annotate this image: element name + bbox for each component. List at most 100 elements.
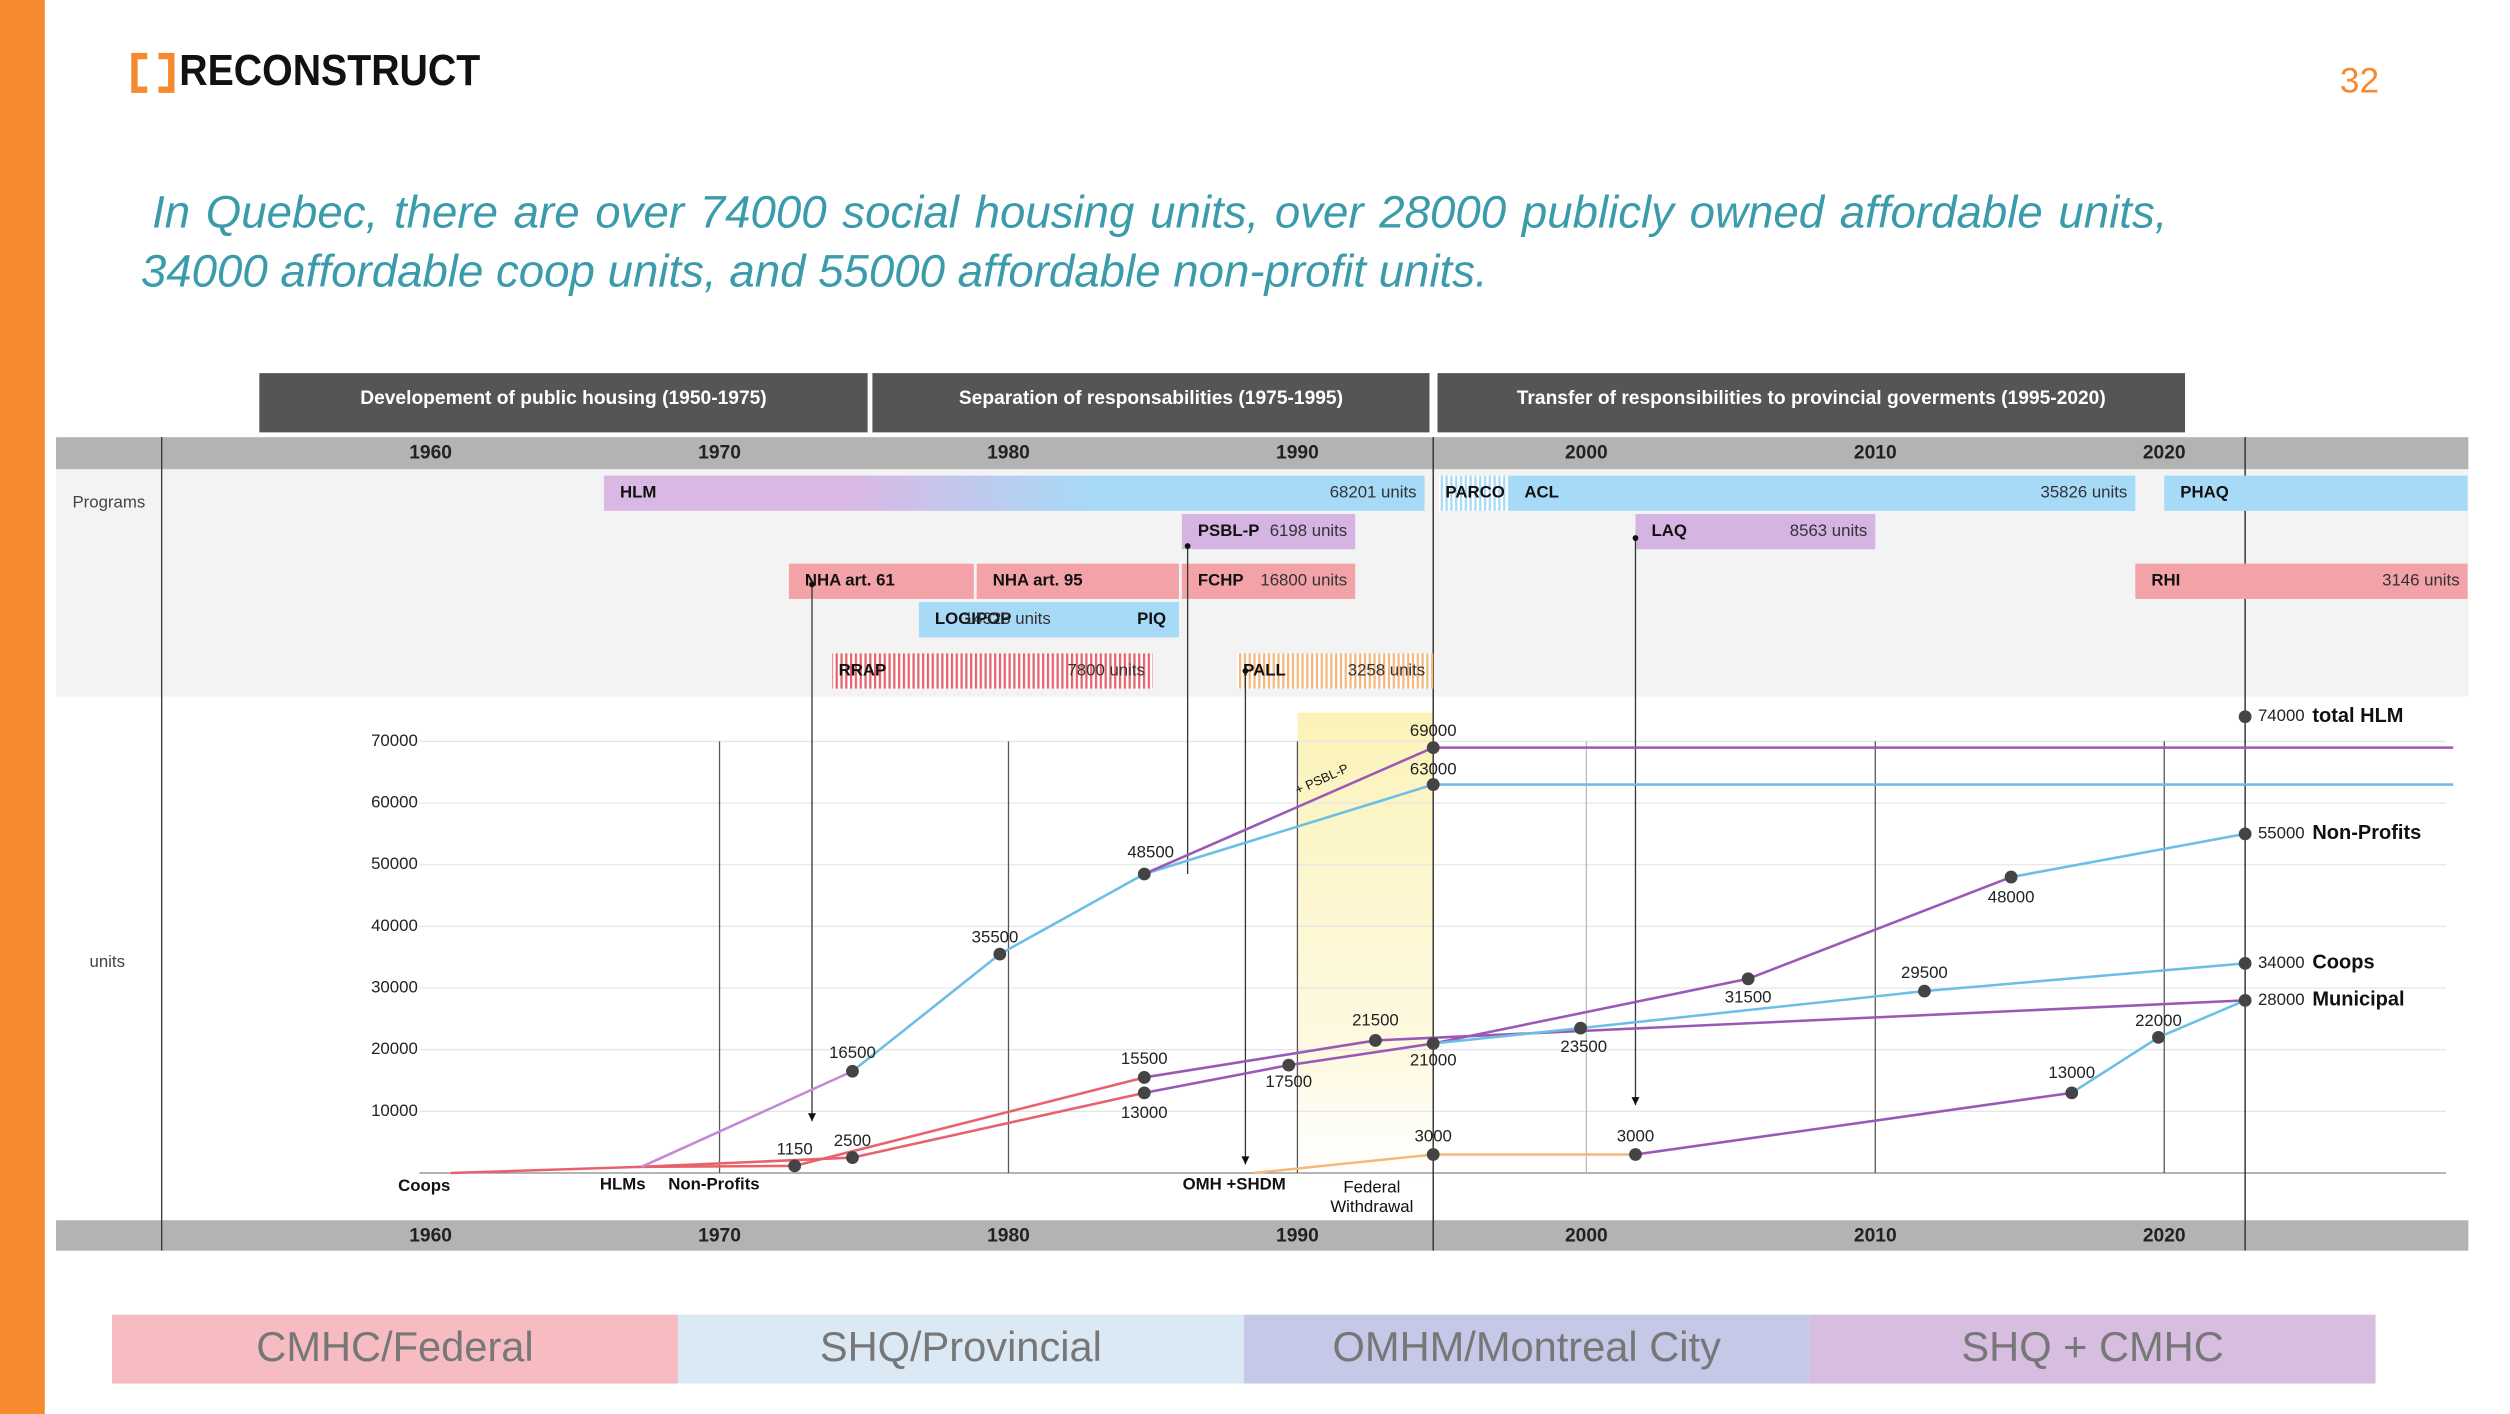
program-name: NHA art. 61 — [805, 571, 895, 590]
data-point — [1426, 778, 1440, 791]
data-point — [1741, 972, 1755, 986]
data-label: 13000 — [2048, 1063, 2095, 1082]
guide-arrow — [1631, 1097, 1640, 1106]
row-label: Programs — [72, 492, 145, 511]
series-line — [450, 1076, 1145, 1175]
x-tick-label-top: 1970 — [698, 442, 741, 463]
data-label: 63000 — [1410, 760, 1457, 779]
x-tick-label-bottom: 2000 — [1565, 1225, 1608, 1246]
program-bar — [1635, 514, 1876, 550]
data-point — [1426, 1148, 1440, 1161]
guide-dot — [1184, 543, 1191, 549]
program-bar — [2135, 563, 2468, 599]
data-point — [1574, 1021, 1587, 1035]
y-tick-label: 20000 — [371, 1039, 418, 1058]
data-point — [1137, 867, 1151, 881]
x-tick-label-top: 2010 — [1854, 442, 1897, 463]
legend-box — [112, 1314, 678, 1384]
axis-band-top — [56, 437, 2469, 470]
program-name: ACL — [1524, 483, 1559, 502]
program-bar — [2164, 475, 2468, 511]
program-name: PARCO — [1445, 483, 1504, 502]
data-label: 48000 — [1988, 887, 2035, 906]
legend-label: OMHM/Montreal City — [1333, 1323, 1722, 1370]
program-units: 35826 units — [2040, 483, 2127, 502]
data-point — [846, 1064, 859, 1078]
era-title: Separation of responsabilities (1975-199… — [959, 388, 1343, 409]
data-label: 55000 — [2258, 823, 2305, 842]
series-name: Non-Profits — [2312, 822, 2421, 844]
data-label: 21000 — [1410, 1051, 1457, 1070]
guide-dot — [1632, 535, 1639, 541]
data-label: 29500 — [1901, 963, 1948, 982]
annotation: Coops — [398, 1176, 450, 1195]
y-tick-label: 40000 — [371, 916, 418, 935]
program-bar — [832, 653, 1153, 689]
data-label: 17500 — [1265, 1072, 1312, 1091]
y-tick-label: 10000 — [371, 1101, 418, 1120]
data-point — [1369, 1034, 1382, 1047]
x-tick-label-top: 2000 — [1565, 442, 1608, 463]
program-units: 3258 units — [1348, 660, 1426, 679]
data-point — [2238, 827, 2252, 841]
program-units: 16800 units — [1260, 571, 1347, 590]
guide-dot — [809, 581, 815, 588]
guide-arrow — [1241, 1156, 1250, 1165]
x-tick-label-top: 2020 — [2143, 442, 2186, 463]
legend-box — [677, 1314, 1244, 1384]
annotation: Federal — [1343, 1178, 1400, 1197]
guide-arrow — [808, 1113, 817, 1122]
program-bar — [1181, 563, 1356, 599]
data-label: 15500 — [1121, 1049, 1168, 1068]
data-label: 13000 — [1121, 1103, 1168, 1122]
data-label: 69000 — [1410, 721, 1457, 740]
program-bar — [603, 475, 1425, 511]
x-tick-label-top: 1960 — [409, 442, 452, 463]
data-label: 34000 — [2258, 953, 2305, 972]
data-point — [2238, 956, 2252, 970]
data-point — [1137, 1086, 1151, 1100]
series-name: Coops — [2312, 952, 2374, 974]
data-point — [2152, 1030, 2165, 1044]
program-bar — [976, 563, 1179, 599]
page-number: 32 — [2340, 62, 2379, 101]
series-line — [641, 1070, 853, 1168]
program-name: LOGIPOP — [935, 609, 1012, 628]
row-label: units — [90, 952, 125, 971]
program-name: PIQ — [1137, 609, 1166, 628]
program-units: 7800 units — [1067, 660, 1145, 679]
data-label: 3000 — [1415, 1126, 1452, 1145]
program-name: NHA art. 95 — [993, 571, 1083, 590]
data-point — [1918, 984, 1931, 998]
data-point — [993, 947, 1007, 961]
program-name: PHAQ — [2180, 483, 2229, 502]
legend-box — [1243, 1314, 1810, 1384]
data-point — [2065, 1086, 2079, 1100]
data-label: 28000 — [2258, 990, 2305, 1009]
side-strip — [0, 0, 45, 1414]
era-box — [1437, 373, 2186, 433]
data-label: 22000 — [2135, 1011, 2182, 1030]
x-tick-label-top: 1980 — [987, 442, 1030, 463]
data-point — [1282, 1058, 1296, 1072]
series-line — [1433, 962, 2246, 1045]
annotation: OMH +SHDM — [1183, 1174, 1286, 1193]
program-bar — [1121, 602, 1179, 638]
data-label: 21500 — [1352, 1011, 1399, 1030]
program-bar — [1181, 514, 1356, 550]
program-name: FCHP — [1198, 571, 1244, 590]
program-units: 3146 units — [2382, 571, 2460, 590]
x-tick-label-bottom: 1990 — [1276, 1225, 1319, 1246]
program-bar — [1236, 653, 1434, 689]
data-point — [2238, 993, 2252, 1007]
axis-band-bottom — [56, 1220, 2469, 1251]
data-label: 2500 — [834, 1131, 871, 1150]
data-label: 1150 — [777, 1139, 813, 1158]
annotation: Withdrawal — [1330, 1197, 1413, 1216]
data-point — [2004, 870, 2018, 884]
x-tick-label-bottom: 2010 — [1854, 1225, 1897, 1246]
era-box — [872, 373, 1430, 433]
program-name: RHI — [2151, 571, 2180, 590]
series-line — [2010, 832, 2246, 879]
